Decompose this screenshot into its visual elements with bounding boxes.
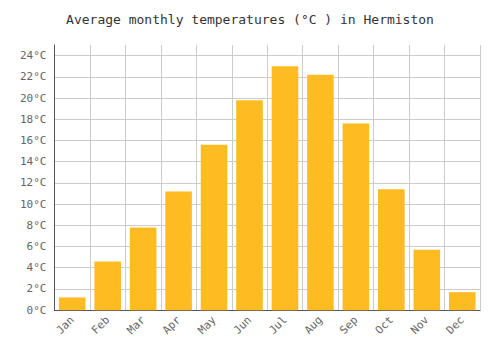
svg-text:May: May [195,313,218,336]
svg-text:6°C: 6°C [27,240,47,253]
svg-text:Jun: Jun [231,314,254,337]
svg-text:Oct: Oct [373,314,396,337]
svg-text:8°C: 8°C [27,219,47,232]
svg-text:Apr: Apr [160,313,183,336]
svg-text:18°C: 18°C [20,113,47,126]
svg-text:Dec: Dec [444,314,467,337]
svg-text:Average monthly temperatures (: Average monthly temperatures (°C ) in He… [66,12,434,27]
svg-text:14°C: 14°C [20,155,47,168]
svg-text:16°C: 16°C [20,134,47,147]
svg-text:4°C: 4°C [27,261,47,274]
svg-text:2°C: 2°C [27,282,47,295]
svg-text:Nov: Nov [408,313,431,336]
svg-text:20°C: 20°C [20,92,47,105]
svg-text:12°C: 12°C [20,176,47,189]
svg-text:Jan: Jan [54,314,77,337]
svg-text:Sep: Sep [337,314,360,337]
svg-text:Feb: Feb [89,314,112,337]
svg-text:10°C: 10°C [20,198,47,211]
svg-text:24°C: 24°C [20,49,47,62]
svg-text:Mar: Mar [125,313,148,336]
svg-text:22°C: 22°C [20,70,47,83]
svg-text:Aug: Aug [302,314,325,337]
svg-text:0°C: 0°C [27,304,47,317]
svg-text:Jul: Jul [266,314,289,337]
